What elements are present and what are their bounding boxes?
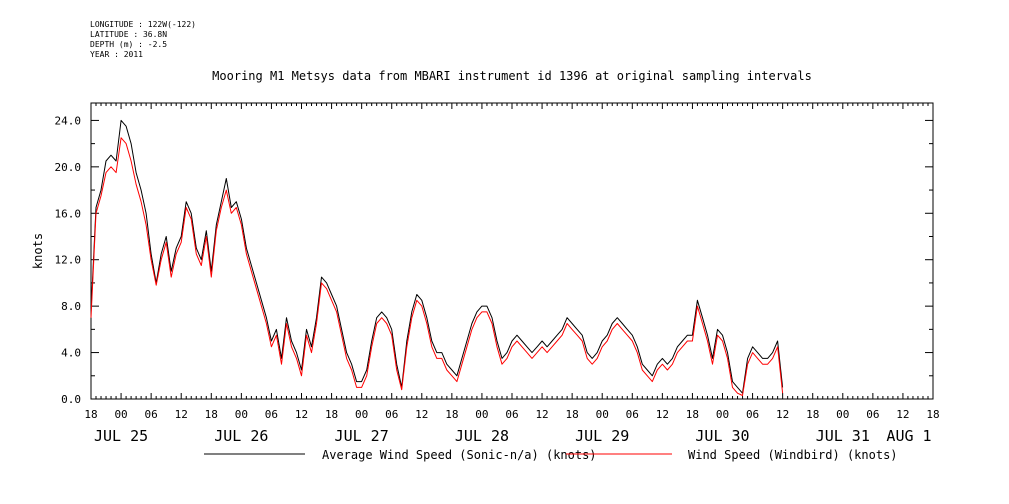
chart-title: Mooring M1 Metsys data from MBARI instru… [212, 69, 812, 83]
x-hour-tick-label: 18 [84, 408, 97, 421]
x-hour-tick-label: 12 [776, 408, 789, 421]
legend: Average Wind Speed (Sonic-n/a) (knots) Wi… [204, 448, 898, 462]
series-line-windbird [90, 137, 784, 396]
x-hour-tick-label: 06 [866, 408, 879, 421]
x-hour-tick-label: 00 [235, 408, 248, 421]
x-hour-tick-label: 06 [746, 408, 759, 421]
series-layer [90, 119, 784, 396]
x-date-label: JUL 27 [335, 427, 389, 445]
legend-label: Wind Speed (Windbird) (knots) [688, 448, 898, 462]
x-date-label: JUL 25 [94, 427, 148, 445]
x-hour-tick-label: 12 [535, 408, 548, 421]
x-hour-tick-label: 18 [686, 408, 699, 421]
x-date-label: JUL 26 [214, 427, 268, 445]
year-label: YEAR : 2011 [90, 50, 143, 59]
x-hour-tick-label: 12 [415, 408, 428, 421]
axis-ticks: 0.0 4.0 8.0 12.0 16.0 20.0 24.0 18 00 06 12 18 00 06 1… [55, 103, 940, 445]
x-hour-tick-label: 12 [896, 408, 909, 421]
y-tick-label: 20.0 [55, 161, 82, 174]
x-date-label: JUL 31 [816, 427, 870, 445]
plot-frame [90, 102, 934, 400]
x-hour-tick-label: 06 [145, 408, 158, 421]
y-tick-label: 0.0 [61, 393, 81, 406]
x-date-label: JUL 28 [455, 427, 509, 445]
x-hour-tick-label: 06 [626, 408, 639, 421]
x-hour-tick-label: 12 [656, 408, 669, 421]
legend-label: Average Wind Speed (Sonic-n/a) (knots) [322, 448, 597, 462]
y-tick-label: 12.0 [55, 254, 82, 267]
depth-label: DEPTH (m) : -2.5 [90, 40, 168, 49]
x-hour-tick-label: 18 [445, 408, 458, 421]
x-hour-tick-label: 12 [175, 408, 188, 421]
y-axis-label: knots [31, 233, 45, 269]
x-hour-tick-label: 18 [926, 408, 939, 421]
x-hour-tick-label: 00 [114, 408, 127, 421]
x-hour-tick-label: 00 [716, 408, 729, 421]
x-hour-tick-label: 18 [205, 408, 218, 421]
x-hour-tick-label: 00 [355, 408, 368, 421]
y-tick-label: 16.0 [55, 207, 82, 220]
x-hour-tick-label: 06 [505, 408, 518, 421]
y-tick-label: 4.0 [61, 347, 81, 360]
x-hour-tick-label: 06 [265, 408, 278, 421]
x-hour-tick-label: 00 [475, 408, 488, 421]
y-tick-label: 24.0 [55, 114, 82, 127]
x-date-label: AUG 1 [886, 427, 931, 445]
x-hour-tick-label: 00 [596, 408, 609, 421]
x-hour-tick-label: 18 [806, 408, 819, 421]
x-hour-tick-label: 06 [385, 408, 398, 421]
x-hour-tick-label: 12 [295, 408, 308, 421]
x-date-label: JUL 29 [575, 427, 629, 445]
latitude-label: LATITUDE : 36.8N [90, 30, 168, 39]
longitude-label: LONGITUDE : 122W(-122) [90, 20, 196, 29]
x-hour-tick-label: 18 [566, 408, 579, 421]
x-date-label: JUL 30 [695, 427, 749, 445]
y-tick-label: 8.0 [61, 300, 81, 313]
metadata-block: LONGITUDE : 122W(-122) LATITUDE : 36.8N … [90, 20, 196, 60]
x-hour-tick-label: 18 [325, 408, 338, 421]
series-line-average-wind-speed [90, 119, 784, 394]
x-hour-tick-label: 00 [836, 408, 849, 421]
